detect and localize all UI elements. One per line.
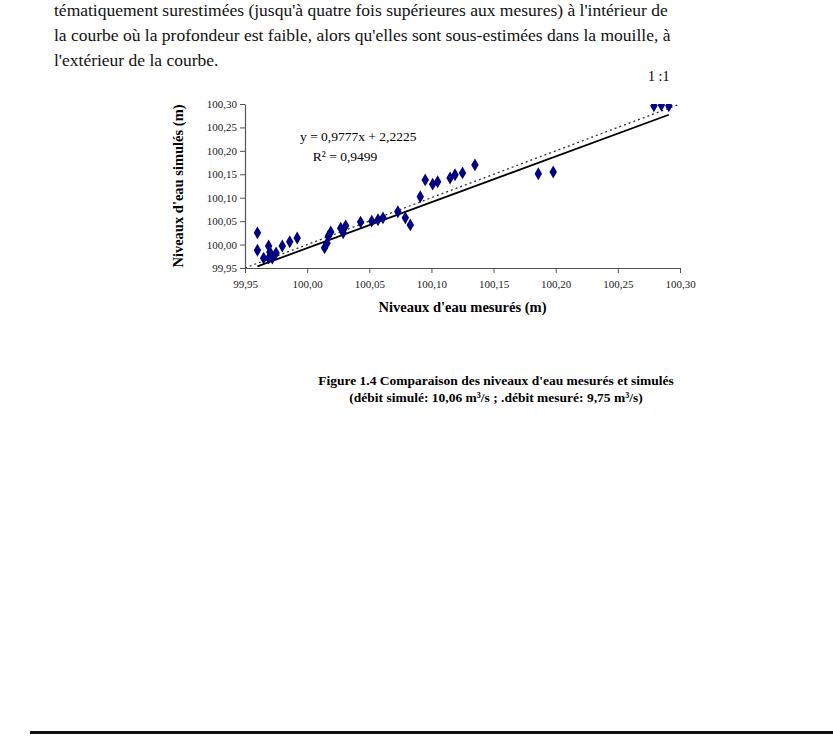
tick: 100,25 [207,121,245,133]
tick: 100,20 [207,145,245,157]
tick: 100,30 [207,98,245,110]
x-axis: 99,95 100,00 100,05 100,10 100,15 100,20 100,2… [233,268,696,290]
y-axis: 99,95 100,00 100,05 100,10 100,15 100,20 100,2… [207,98,246,274]
tick-label: 99,95 [212,262,237,274]
tick-mark [245,268,246,273]
point [379,211,386,224]
trend-line [257,115,668,267]
tick: 100,05 [355,268,386,290]
point [535,167,542,180]
point [407,218,414,231]
tick: 99,95 [212,262,245,274]
tick-label: 100,10 [417,278,448,290]
tick-mark [307,268,308,273]
tick-mark [369,268,370,273]
paragraph-line: l'extérieur de la courbe. [54,50,218,70]
tick-label: 100,00 [293,278,324,290]
caption-subtitle: (débit simulé: 10,06 m³/s ; .débit mesur… [349,390,642,405]
tick-mark [680,268,681,273]
x-axis-title: Niveaux d'eau mesurés (m) [379,299,547,316]
tick-label: 100,10 [207,192,238,204]
tick-label: 100,25 [207,121,238,133]
axis-line [245,105,246,269]
point [254,244,261,257]
footer-rule [30,731,833,734]
tick-mark [240,268,245,269]
tick-label: 100,20 [541,278,572,290]
reference-line [245,104,680,268]
tick-label: 100,15 [479,278,510,290]
tick-label: 99,95 [233,278,258,290]
point [327,225,334,238]
point [451,168,458,181]
point [658,104,665,111]
tick: 100,05 [207,215,245,227]
point [550,165,557,178]
reference-label: 1 :1 [648,69,669,84]
plot-area [245,104,680,268]
paragraph-line: tématiquement surestimées (jusqu'à quatr… [54,0,668,20]
tick-label: 100,25 [603,278,634,290]
tick-mark [618,268,619,273]
r-squared: R² = 0,9499 [313,149,378,164]
tick-mark [240,174,245,175]
tick: 100,00 [207,239,245,251]
paragraph-line: la courbe où la profondeur est faible, a… [54,25,671,45]
tick: 100,15 [479,268,510,290]
tick-mark [240,127,245,128]
tick-mark [240,245,245,246]
point [650,104,657,112]
tick-label: 100,15 [207,168,238,180]
point [368,215,375,228]
point [394,205,401,218]
tick-mark [240,198,245,199]
point [402,211,409,224]
tick-mark [240,151,245,152]
tick: 100,00 [293,268,324,290]
tick: 100,10 [417,268,448,290]
point [665,104,672,112]
tick-mark [240,221,245,222]
tick-mark [494,268,495,273]
point [272,247,279,260]
tick-label: 100,30 [665,278,696,290]
points [254,104,673,265]
tick-mark [556,268,557,273]
tick: 100,25 [603,268,634,290]
point [471,158,478,171]
point [357,216,364,229]
tick: 100,20 [541,268,572,290]
tick-label: 100,00 [207,239,238,251]
point [417,190,424,203]
tick: 100,30 [665,268,696,290]
paragraph: tématiquement surestimées (jusqu'à quatr… [54,0,671,70]
point [286,235,293,248]
tick-label: 100,20 [207,145,238,157]
tick-label: 100,30 [207,98,238,110]
point [342,219,349,232]
tick-label: 100,05 [355,278,386,290]
page: tématiquement surestimées (jusqu'à quatr… [0,0,833,737]
point [293,232,300,245]
point [421,173,428,186]
tick-mark [431,268,432,273]
equation: y = 0,9777x + 2,2225 [300,129,417,144]
y-axis-title: Niveaux d'eau simulés (m) [170,104,187,267]
point [434,175,441,188]
point [279,240,286,253]
axis-line [246,268,681,269]
point [459,166,466,179]
tick: 100,15 [207,168,245,180]
caption-title: Figure 1.4 Comparaison des niveaux d'eau… [318,373,674,388]
point [265,240,272,253]
tick-mark [240,104,245,105]
tick-label: 100,05 [207,215,238,227]
tick: 100,10 [207,192,245,204]
point [254,226,261,239]
